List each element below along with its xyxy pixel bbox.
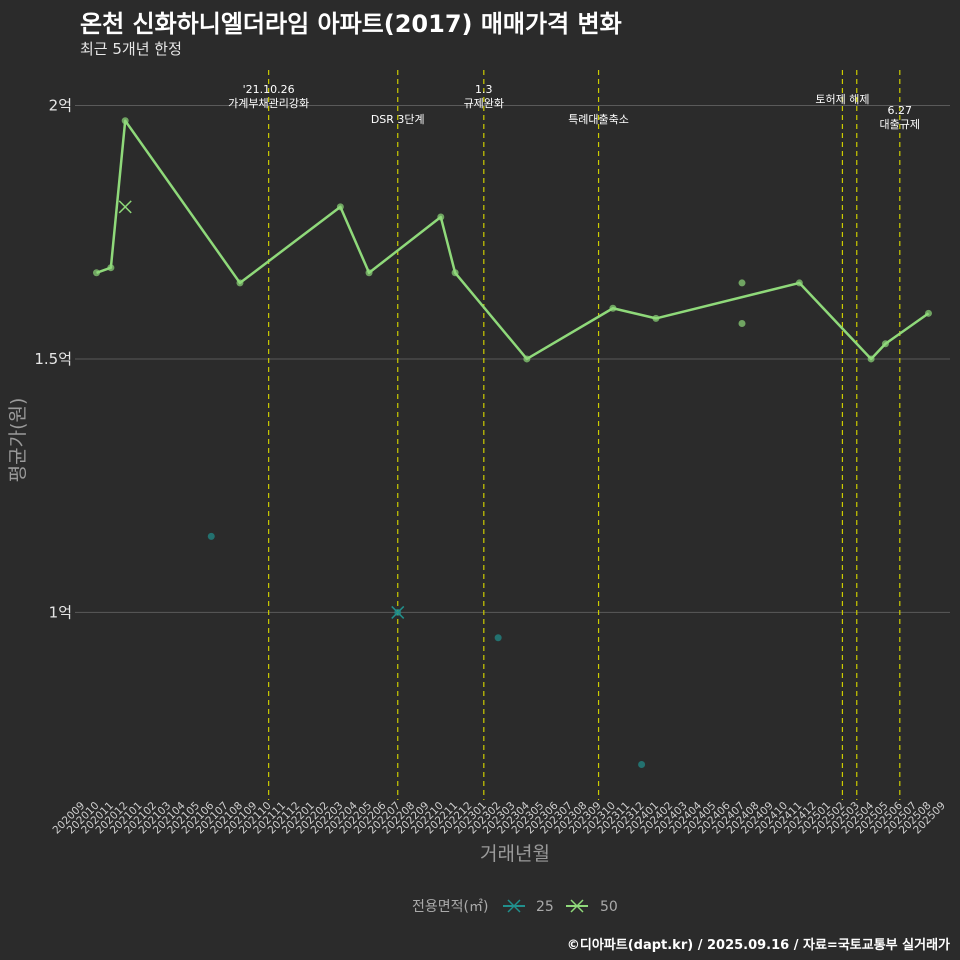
data-point [652,314,660,322]
cross-stroke [118,200,132,214]
y-tick-label: 2억 [49,96,72,114]
data-point [494,634,502,642]
data-point [451,269,459,277]
y-axis: 1억 1.5억 2억 [34,96,72,621]
y-tick-label: 1.5억 [34,350,72,368]
legend-label-25: 25 [536,899,554,915]
cross-marker [391,605,405,619]
data-point [365,269,373,277]
legend-label-50: 50 [600,899,618,915]
event-label: '21.10.26 [243,83,295,96]
legend: 전용면적(㎡) 25 50 [412,899,618,915]
data-point [738,279,746,287]
data-point [336,203,344,211]
legend-item-25: 25 [503,899,554,915]
data-point [795,279,803,287]
event-label: 규제완화 [464,97,504,110]
series-line-50 [96,119,930,361]
data-point [867,355,875,363]
event-label: 특례대출축소 [568,113,629,126]
y-axis-title: 평균가(원) [7,398,29,483]
series-layer [93,117,932,769]
data-point [437,213,445,221]
data-point [107,264,115,272]
legend-item-50: 50 [566,899,618,915]
source-caption: ©디아파트(dapt.kr) / 2025.09.16 / 자료=국토교통부 실… [566,938,950,953]
data-point [523,355,531,363]
event-label: DSR 3단계 [371,113,425,126]
cross-stroke [391,605,405,619]
data-point [638,761,646,769]
x-axis: 2020092020102020112020122021012021022021… [50,799,947,836]
series-50 [93,117,932,363]
grid-layer [75,104,950,613]
chart-subtitle: 최근 5개년 한정 [80,40,182,58]
chart-title: 온천 신화하니엘더라임 아파트(2017) 매매가격 변화 [80,10,622,38]
event-label: 가계부채관리강화 [228,97,309,110]
legend-title: 전용면적(㎡) [412,899,488,915]
data-point [881,340,889,348]
event-label: 6.27 [888,104,913,117]
event-label: 대출규제 [880,118,920,131]
data-point [738,319,746,327]
data-point [121,117,129,125]
x-axis-title: 거래년월 [480,843,550,865]
event-label: 1.3 [475,83,493,96]
data-point [924,309,932,317]
y-tick-label: 1억 [49,603,72,621]
series-25 [207,532,646,769]
cross-marker [118,200,132,214]
data-point [236,279,244,287]
data-point [609,304,617,312]
data-point [207,532,215,540]
event-label: 토허제 해제 [815,92,869,106]
data-point [93,269,101,277]
